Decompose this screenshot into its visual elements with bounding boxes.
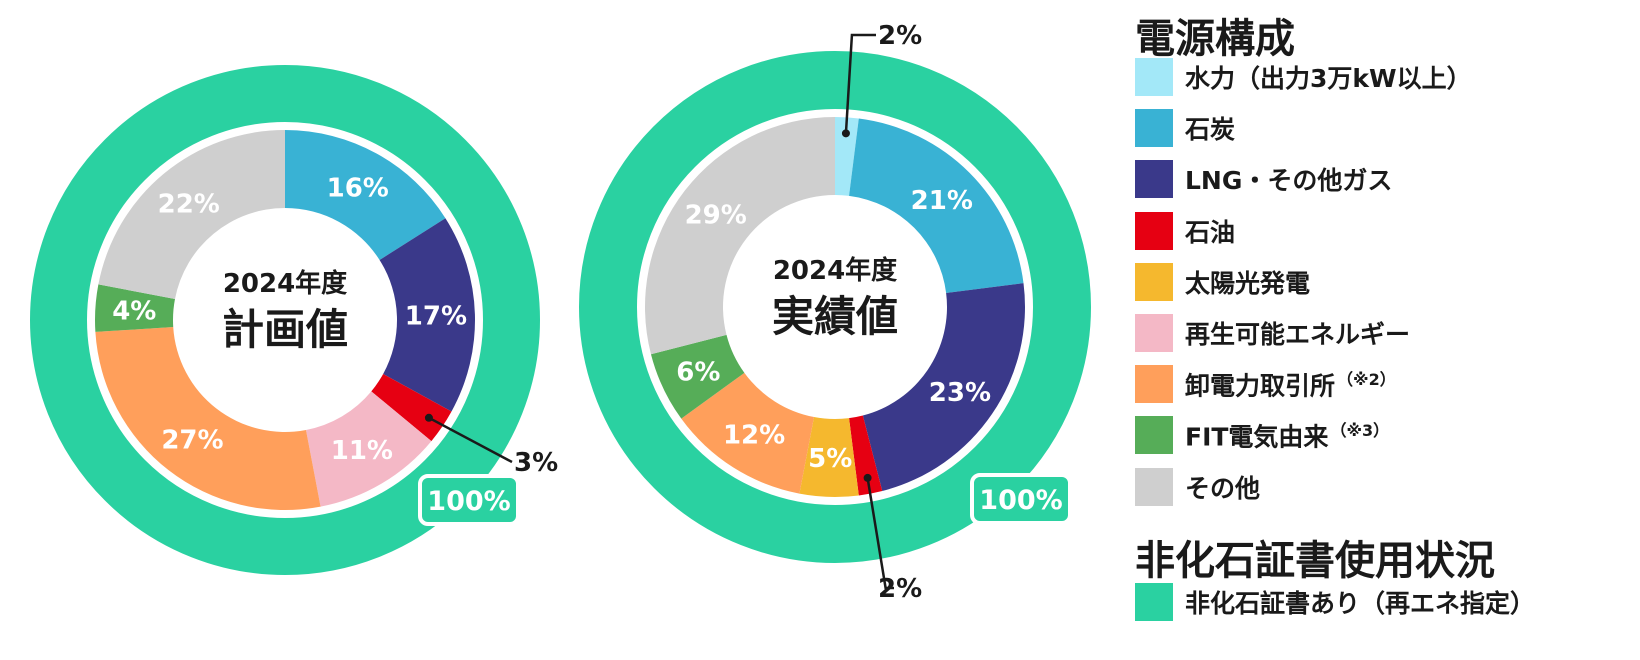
slice: [862, 283, 1025, 492]
slice: [644, 117, 835, 355]
slice-label: 2%: [878, 574, 922, 604]
slice: [305, 391, 432, 507]
certificate-badge: [970, 473, 1072, 525]
legend-label: FIT電気由来 （※3）: [1185, 421, 1390, 452]
slice: [835, 117, 859, 196]
slice: [95, 327, 321, 511]
slice: [94, 284, 175, 332]
legend-label: 非化石証書あり（再エネ指定）: [1185, 589, 1536, 618]
legend-item: 卸電力取引所 （※2）: [1135, 364, 1396, 404]
slice-label: 6%: [676, 357, 720, 387]
legend-item: FIT電気由来 （※3）: [1135, 415, 1389, 455]
slice-label: 27%: [161, 425, 223, 455]
slice-label: 22%: [158, 190, 220, 220]
callout-line: [844, 33, 876, 134]
legend-item: 水力（出力3万kW以上）: [1135, 57, 1472, 97]
legend-title-composition: 電源構成: [1135, 16, 1295, 62]
legend-swatch: [1135, 467, 1173, 506]
legend-swatch: [1135, 211, 1173, 250]
outer-ring-certificate: [30, 65, 540, 575]
slice-label: 12%: [723, 420, 785, 450]
slice-label: 2%: [878, 21, 922, 51]
slice: [379, 218, 475, 412]
legend-item: 再生可能エネルギー: [1135, 313, 1410, 353]
legend-swatch: [1135, 416, 1173, 455]
slice-label: 21%: [911, 186, 973, 216]
legend-item-certificate: 非化石証書あり（再エネ指定）: [1135, 582, 1535, 622]
slice-label: 29%: [685, 200, 747, 230]
legend-note: （※3）: [1330, 421, 1390, 441]
slice-label: 3%: [514, 448, 558, 478]
certificate-badge-label: 100%: [427, 486, 510, 517]
slice-label: 17%: [405, 301, 467, 331]
legend-note: （※2）: [1337, 370, 1396, 390]
slice: [681, 372, 815, 494]
legend-swatch: [1135, 314, 1173, 352]
center-label-year: 2024年度: [223, 268, 347, 299]
center-label-type: 計画値: [222, 305, 348, 354]
legend-label: その他: [1185, 473, 1261, 503]
legend-item: 太陽光発電: [1135, 262, 1310, 302]
legend-label: LNG・その他ガス: [1185, 166, 1393, 196]
legend-swatch: [1135, 58, 1173, 96]
legend-item: その他: [1135, 467, 1260, 507]
legend-swatch: [1135, 160, 1173, 199]
center-label-type: 実績値: [772, 292, 898, 341]
legend-label: 太陽光発電: [1185, 268, 1311, 298]
legend-label: 水力（出力3万kW以上）: [1185, 64, 1472, 93]
legend-label: 石炭: [1185, 115, 1236, 145]
slice-label: 16%: [327, 174, 389, 204]
slice-label: 11%: [331, 436, 393, 466]
slice: [371, 373, 452, 442]
legend-title-certificate: 非化石証書使用状況: [1135, 538, 1495, 584]
legend-swatch: [1135, 262, 1173, 301]
slice-label: 5%: [808, 444, 852, 474]
legend-swatch: [1135, 583, 1173, 621]
outer-ring-certificate: [579, 51, 1091, 563]
slice-label: 23%: [929, 378, 991, 408]
legend-item: 石油: [1135, 211, 1235, 251]
legend-swatch: [1135, 109, 1173, 148]
slice-label: 4%: [112, 297, 156, 327]
legend-swatch: [1135, 365, 1173, 404]
slice: [849, 118, 1024, 293]
callout-line: [866, 477, 894, 590]
certificate-badge-label: 100%: [979, 485, 1062, 516]
slice: [285, 130, 446, 260]
callout-line: [428, 416, 513, 464]
slice: [799, 417, 859, 497]
legend-label: 再生可能エネルギー: [1185, 320, 1411, 349]
slice: [98, 130, 286, 300]
center-label-year: 2024年度: [773, 255, 897, 286]
legend-item: LNG・その他ガス: [1135, 159, 1392, 199]
legend-label: 卸電力取引所 （※2）: [1185, 370, 1396, 401]
legend-item: 石炭: [1135, 108, 1235, 148]
slice: [849, 415, 883, 496]
slice: [650, 334, 745, 419]
certificate-badge: [418, 474, 520, 526]
legend-label: 石油: [1185, 217, 1236, 247]
